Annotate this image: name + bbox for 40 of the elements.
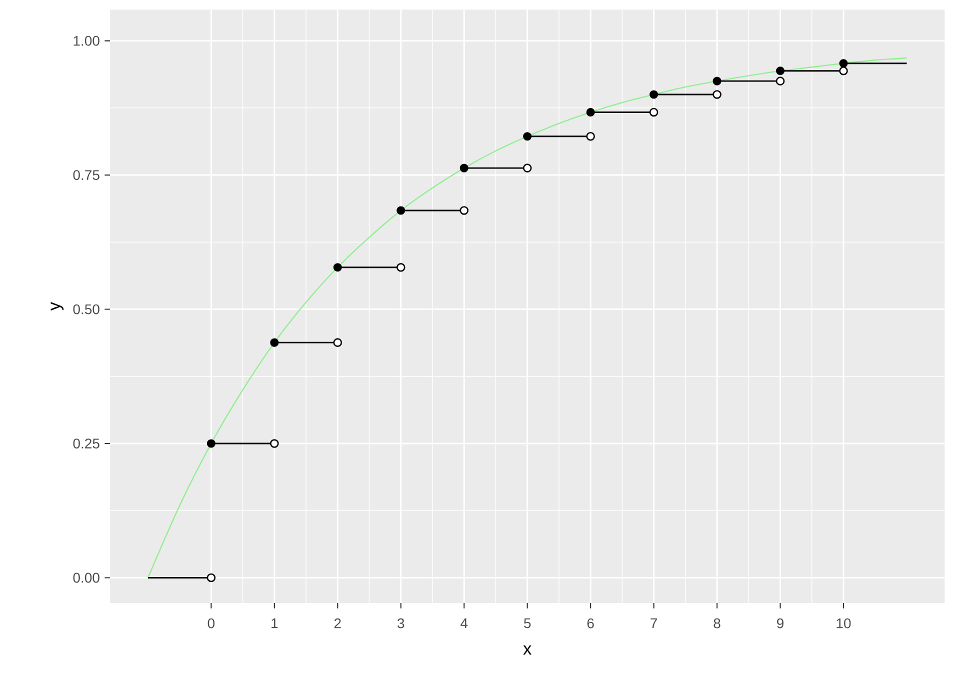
point (270, 439, 279, 448)
point (460, 206, 469, 215)
point (839, 59, 848, 68)
point (712, 76, 722, 86)
x-tick-label: 1 (272, 618, 278, 628)
point (270, 338, 279, 347)
point (522, 164, 532, 172)
point (396, 206, 406, 215)
point (586, 108, 595, 116)
point (776, 66, 785, 76)
x-tick-label: 7 (650, 618, 657, 628)
x-tick-label: 2 (334, 618, 341, 628)
x-tick-label: 6 (587, 618, 594, 628)
y-tick-label: 1.00 (74, 36, 100, 46)
point (650, 90, 658, 99)
y-axis-title: y (50, 302, 64, 311)
point (396, 262, 406, 272)
point (460, 164, 468, 172)
x-tick-label: 5 (524, 618, 531, 628)
point (586, 132, 595, 141)
point (333, 338, 342, 347)
x-tick-label: 0 (208, 618, 215, 628)
y-tick-label: 0.75 (73, 170, 100, 180)
point (206, 573, 216, 582)
point (333, 263, 342, 272)
point (776, 76, 785, 86)
point (206, 439, 216, 448)
y-tick-label: 0.00 (73, 572, 100, 583)
point (839, 66, 848, 76)
point (649, 108, 658, 117)
x-axis-title: x (523, 645, 532, 655)
point (712, 90, 722, 99)
y-tick-label: 0.25 (73, 438, 100, 448)
y-tick-label: 0.50 (73, 304, 100, 314)
x-tick-label: 9 (777, 618, 784, 628)
x-tick-label: 3 (398, 618, 404, 628)
x-tick-label: 4 (460, 618, 468, 628)
x-tick-label: 8 (714, 618, 720, 628)
x-tick-label: 10 (836, 618, 851, 628)
point (523, 132, 532, 141)
